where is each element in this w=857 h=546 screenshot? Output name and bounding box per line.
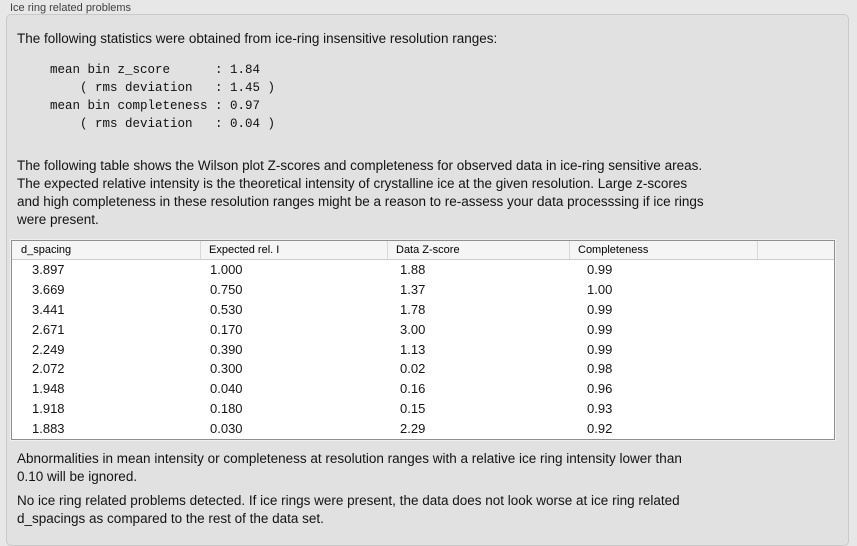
cell-completeness: 0.99 xyxy=(587,262,613,277)
cell-data-zscore: 1.13 xyxy=(400,341,426,357)
table-row[interactable]: 1.883 0.030 2.29 0.92 xyxy=(12,419,834,439)
description-text: The following table shows the Wilson plo… xyxy=(17,157,704,229)
cell-empty xyxy=(757,399,834,419)
panel-title: Ice ring related problems xyxy=(10,2,132,14)
text-line: No ice ring related problems detected. I… xyxy=(17,493,680,508)
cell-d-spacing: 1.883 xyxy=(32,421,65,437)
intro-text: The following statistics were obtained f… xyxy=(17,31,498,46)
cell-expected-i: 0.030 xyxy=(210,421,243,437)
cell-completeness: 0.99 xyxy=(587,341,613,357)
cell-empty xyxy=(757,280,834,300)
text-line: and high completeness in these resolutio… xyxy=(17,194,704,209)
table-row[interactable]: 1.948 0.040 0.16 0.96 xyxy=(12,379,834,399)
cell-expected-i: 1.000 xyxy=(210,262,243,277)
cell-d-spacing: 1.948 xyxy=(32,381,65,397)
cell-data-zscore: 1.88 xyxy=(400,262,426,277)
cell-empty xyxy=(757,320,834,340)
cell-data-zscore: 0.02 xyxy=(400,361,426,377)
cell-data-zscore: 2.29 xyxy=(400,421,426,437)
stats-block: mean bin z_score : 1.84 ( rms deviation … xyxy=(50,63,276,131)
column-header-expected-i[interactable]: Expected rel. I xyxy=(200,241,387,259)
table-row[interactable]: 2.671 0.170 3.00 0.99 xyxy=(12,320,834,340)
cell-completeness: 0.96 xyxy=(587,381,613,397)
cell-d-spacing: 2.671 xyxy=(32,321,65,337)
cell-data-zscore: 1.78 xyxy=(400,301,426,317)
cell-expected-i: 0.180 xyxy=(210,401,243,417)
cell-completeness: 1.00 xyxy=(587,281,613,297)
ice-ring-table: d_spacing Expected rel. I Data Z-score C… xyxy=(11,240,835,440)
cell-d-spacing: 2.249 xyxy=(32,341,65,357)
table-body: 3.897 1.000 1.88 0.99 3.669 0.750 1.37 1… xyxy=(12,260,834,439)
cell-expected-i: 0.750 xyxy=(210,281,243,297)
table-row[interactable]: 3.441 0.530 1.78 0.99 xyxy=(12,300,834,320)
cell-empty xyxy=(757,260,834,280)
ice-ring-group-box: The following statistics were obtained f… xyxy=(6,14,849,546)
cell-completeness: 0.99 xyxy=(587,321,613,337)
cell-data-zscore: 3.00 xyxy=(400,321,426,337)
cell-data-zscore: 1.37 xyxy=(400,281,426,297)
column-header-completeness[interactable]: Completeness xyxy=(569,241,757,259)
cell-empty xyxy=(757,340,834,360)
column-header-d-spacing[interactable]: d_spacing xyxy=(21,244,72,256)
cell-completeness: 0.92 xyxy=(587,421,613,437)
cell-completeness: 0.99 xyxy=(587,301,613,317)
text-line: 0.10 will be ignored. xyxy=(17,469,138,484)
cell-expected-i: 0.390 xyxy=(210,341,243,357)
cell-completeness: 0.93 xyxy=(587,401,613,417)
cell-empty xyxy=(757,359,834,379)
table-header-row: d_spacing Expected rel. I Data Z-score C… xyxy=(12,241,834,260)
cell-completeness: 0.98 xyxy=(587,361,613,377)
cell-d-spacing: 1.918 xyxy=(32,401,65,417)
cell-expected-i: 0.170 xyxy=(210,321,243,337)
text-line: d_spacings as compared to the rest of th… xyxy=(17,511,324,526)
cell-empty xyxy=(757,379,834,399)
cell-d-spacing: 3.441 xyxy=(32,301,65,317)
column-header-data-zscore[interactable]: Data Z-score xyxy=(387,241,569,259)
text-line: were present. xyxy=(17,212,99,227)
cell-d-spacing: 3.897 xyxy=(32,262,65,277)
text-line: The expected relative intensity is the t… xyxy=(17,176,688,191)
cell-d-spacing: 2.072 xyxy=(32,361,65,377)
cell-data-zscore: 0.15 xyxy=(400,401,426,417)
table-row[interactable]: 2.072 0.300 0.02 0.98 xyxy=(12,359,834,379)
cell-expected-i: 0.530 xyxy=(210,301,243,317)
cell-expected-i: 0.040 xyxy=(210,381,243,397)
text-line: The following table shows the Wilson plo… xyxy=(17,158,703,173)
cell-empty xyxy=(757,300,834,320)
table-row[interactable]: 2.249 0.390 1.13 0.99 xyxy=(12,340,834,360)
cell-expected-i: 0.300 xyxy=(210,361,243,377)
table-row[interactable]: 3.897 1.000 1.88 0.99 xyxy=(12,260,834,280)
conclusion-text: No ice ring related problems detected. I… xyxy=(17,492,680,528)
column-header-empty xyxy=(757,241,834,259)
cell-empty xyxy=(757,419,834,439)
table-row[interactable]: 3.669 0.750 1.37 1.00 xyxy=(12,280,834,300)
cell-d-spacing: 3.669 xyxy=(32,281,65,297)
note-text: Abnormalities in mean intensity or compl… xyxy=(17,450,682,486)
text-line: Abnormalities in mean intensity or compl… xyxy=(17,451,682,466)
table-row[interactable]: 1.918 0.180 0.15 0.93 xyxy=(12,399,834,419)
cell-data-zscore: 0.16 xyxy=(400,381,426,397)
